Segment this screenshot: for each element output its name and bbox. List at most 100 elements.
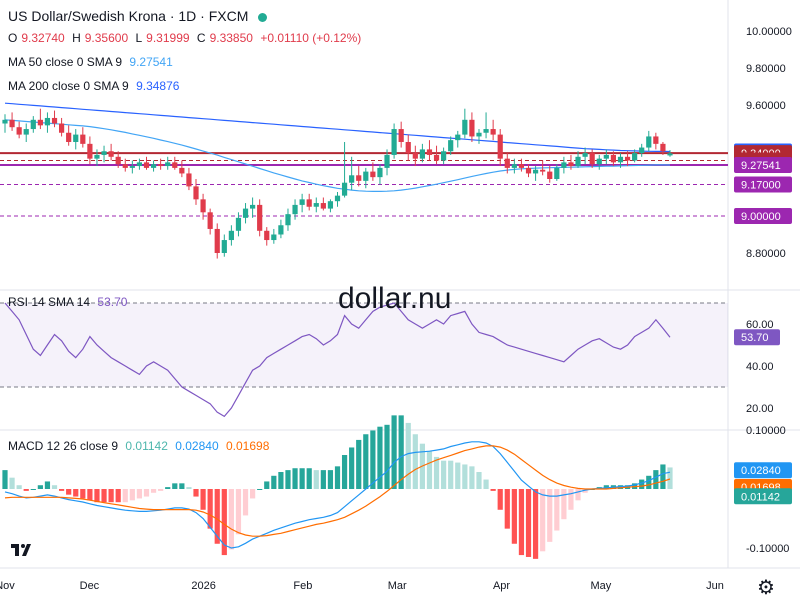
- candle-body: [582, 153, 588, 157]
- macd-histogram-bar: [497, 489, 503, 510]
- candle-body: [575, 156, 581, 167]
- rsi-band: [0, 303, 728, 387]
- ohlc-high-key: H: [72, 31, 81, 45]
- macd-histogram-bar: [483, 479, 489, 489]
- macd-histogram-bar: [271, 475, 277, 489]
- candle-body: [639, 147, 645, 154]
- macd-histogram-bar: [87, 489, 93, 501]
- rsi-tick-label: 60.00: [746, 319, 774, 331]
- rsi-legend[interactable]: RSI 14 SMA 14 53.70: [8, 295, 131, 309]
- macd-histogram-bar: [108, 489, 114, 503]
- candle-body: [264, 230, 270, 241]
- symbol-title[interactable]: US Dollar/Swedish Krona · 1D · FXCM: [8, 8, 249, 24]
- macd-histogram-bar: [532, 489, 539, 559]
- macd-histogram-bar: [292, 468, 298, 489]
- candle-body: [179, 167, 185, 174]
- candle-body: [497, 134, 503, 159]
- ma50-legend[interactable]: MA 50 close 0 SMA 9 9.27541: [8, 55, 177, 69]
- candle-body: [44, 117, 51, 126]
- watermark: dollar.nu: [338, 282, 452, 315]
- macd-histogram-bar: [94, 489, 100, 503]
- symbol-legend[interactable]: US Dollar/Swedish Krona · 1D · FXCM: [8, 8, 271, 24]
- candle-body: [172, 162, 178, 168]
- macd-histogram-bar: [51, 485, 58, 489]
- macd-histogram-bar: [16, 485, 22, 489]
- macd-legend[interactable]: MACD 12 26 close 9 0.01142 0.02840 0.016…: [8, 439, 273, 453]
- macd-tag-label: 0.02840: [741, 465, 781, 477]
- macd-histogram-bar: [469, 466, 475, 489]
- macd-histogram-bar: [115, 489, 121, 503]
- macd-histogram-bar: [73, 489, 79, 497]
- price-tag: [734, 157, 792, 174]
- candle-body: [221, 240, 227, 253]
- ohlc-low-key: L: [135, 31, 143, 45]
- macd-histogram-bar: [58, 489, 65, 491]
- candle-body: [242, 208, 249, 218]
- ma50-label: MA 50 close 0 SMA 9: [8, 55, 123, 69]
- candle-body: [207, 212, 213, 229]
- ohlc-open-key: O: [8, 31, 18, 45]
- macd-value-line: 0.02840: [175, 439, 219, 453]
- candle-body: [37, 119, 43, 126]
- candle-body: [455, 134, 461, 141]
- macd-histogram-bar: [44, 481, 51, 489]
- macd-histogram-bar: [426, 451, 433, 489]
- tradingview-logo-icon[interactable]: [10, 541, 34, 562]
- candle-body: [313, 203, 319, 207]
- candle-body: [603, 154, 609, 159]
- candle-body: [150, 164, 157, 168]
- macd-histogram-bar: [540, 489, 546, 552]
- candle-body: [136, 162, 143, 167]
- macd-histogram-bar: [398, 415, 404, 489]
- macd-histogram-bar: [433, 456, 440, 489]
- candle-body: [568, 162, 574, 167]
- candle-body: [660, 143, 666, 152]
- rsi-tag-label: 53.70: [741, 332, 769, 344]
- macd-histogram-bar: [278, 472, 284, 489]
- macd-histogram-bar: [525, 489, 532, 557]
- candle-body: [398, 129, 404, 142]
- candle-body: [23, 129, 29, 135]
- macd-histogram-bar: [179, 483, 185, 489]
- candle-body: [30, 119, 36, 130]
- candle-body: [235, 217, 242, 231]
- candle-body: [349, 175, 355, 183]
- price-tick-label: 9.80000: [746, 63, 786, 75]
- candle-body: [589, 153, 595, 165]
- macd-histogram-bar: [511, 489, 517, 544]
- macd-histogram-bar: [334, 466, 341, 489]
- settings-gear-icon[interactable]: ⚙: [757, 577, 775, 599]
- macd-tick-label: 0.10000: [746, 425, 786, 437]
- price-tick-label: 8.80000: [746, 248, 786, 260]
- macd-histogram-bar: [122, 489, 128, 503]
- macd-histogram-bar: [412, 434, 418, 489]
- time-tick-label: Feb: [293, 580, 312, 592]
- candle-body: [610, 154, 617, 163]
- candle-body: [200, 199, 206, 213]
- time-tick-label: May: [590, 580, 611, 592]
- macd-histogram-bar: [441, 460, 447, 489]
- macd-histogram-bar: [136, 489, 143, 499]
- candle-body: [532, 169, 539, 174]
- candle-body: [87, 143, 93, 159]
- macd-histogram-bar: [172, 483, 178, 489]
- ma200-legend[interactable]: MA 200 close 0 SMA 9 9.34876: [8, 79, 183, 93]
- price-tag-label: 9.27541: [741, 160, 781, 172]
- macd-histogram-bar: [547, 489, 553, 542]
- macd-histogram-bar: [561, 489, 567, 520]
- candle-body: [632, 153, 638, 161]
- macd-histogram-bar: [101, 489, 107, 503]
- rsi-tag: [734, 329, 780, 346]
- macd-histogram-bar: [186, 487, 192, 489]
- price-tag-label: 9.00000: [741, 211, 781, 223]
- candle-body: [511, 164, 517, 168]
- price-tag: [734, 176, 792, 193]
- candle-body: [483, 129, 489, 133]
- candle-body: [391, 129, 397, 155]
- macd-histogram-bar: [448, 460, 454, 489]
- price-tick-label: 10.00000: [746, 26, 792, 38]
- macd-histogram-bar: [320, 470, 326, 489]
- candle-body: [490, 129, 496, 135]
- candle-body: [646, 136, 652, 148]
